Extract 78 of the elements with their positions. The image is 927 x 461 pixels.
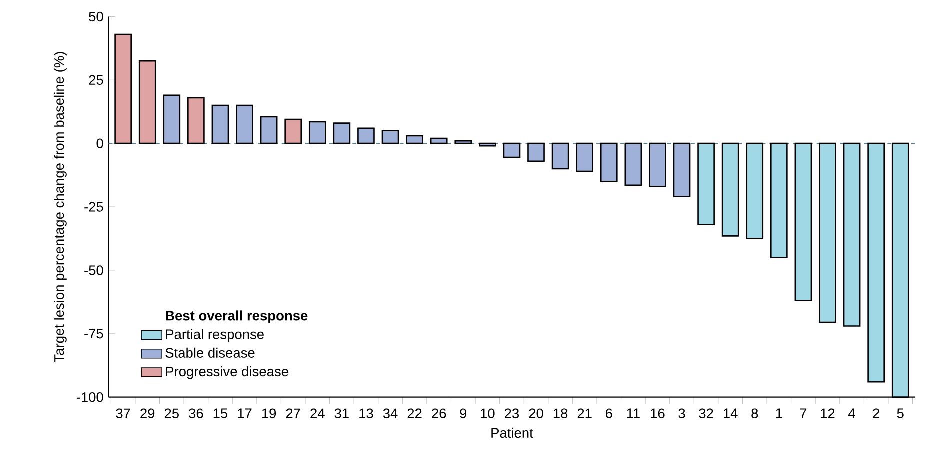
x-tick-label: 5: [897, 408, 904, 418]
x-tick-label: 23: [505, 408, 520, 418]
x-tick-label: 13: [360, 408, 374, 418]
x-tick-label: 37: [116, 408, 130, 418]
x-tick-label: 8: [752, 408, 758, 418]
y-tick-label: 0: [96, 138, 104, 148]
x-tick-label: 6: [606, 408, 612, 418]
y-tick-label: -25: [84, 202, 104, 212]
bar: [868, 142, 885, 383]
bar: [673, 142, 691, 198]
x-tick-label: 15: [214, 408, 228, 418]
y-tick-label: -100: [76, 392, 104, 402]
bar: [794, 142, 812, 302]
legend-label: Stable disease: [166, 348, 255, 358]
bar: [503, 142, 521, 158]
bar: [382, 130, 400, 144]
bar: [454, 140, 472, 144]
x-tick-label: 18: [554, 408, 568, 418]
bar: [236, 104, 254, 144]
x-tick-label: 4: [848, 408, 856, 418]
legend-title: Best overall response: [166, 310, 308, 324]
x-tick-label: 9: [460, 408, 467, 418]
x-tick-label: 17: [238, 408, 252, 418]
y-axis-title: Target lesion percentage change from baseline (%): [54, 52, 67, 362]
x-tick-label: 11: [627, 408, 640, 418]
bar: [308, 121, 326, 144]
bar: [188, 97, 205, 144]
bar: [552, 142, 570, 170]
y-tick-label: 50: [89, 12, 104, 22]
bar: [163, 94, 181, 144]
x-tick-label: 7: [800, 408, 807, 418]
x-tick-label: 3: [678, 408, 686, 418]
x-tick-label: 1: [776, 408, 782, 418]
bar: [406, 135, 424, 144]
x-tick-label: 14: [724, 408, 738, 418]
bar: [722, 142, 740, 237]
x-tick-label: 19: [262, 408, 276, 418]
bar: [843, 142, 861, 327]
bar: [770, 142, 788, 258]
x-tick-label: 16: [651, 408, 665, 418]
bar: [698, 142, 715, 226]
x-tick-label: 12: [821, 408, 835, 418]
x-tick-label: 27: [286, 408, 300, 418]
bar: [624, 142, 642, 186]
bar: [138, 60, 156, 144]
y-tick-label: 25: [89, 75, 104, 85]
bar: [333, 122, 351, 144]
bar: [260, 116, 278, 144]
x-tick-label: 20: [529, 408, 544, 418]
x-tick-label: 32: [699, 408, 714, 418]
x-tick-label: 26: [432, 408, 446, 418]
bar: [358, 128, 375, 144]
legend-label: Progressive disease: [166, 366, 288, 380]
x-tick-label: 29: [140, 408, 155, 418]
bar: [284, 118, 302, 144]
bar: [114, 34, 132, 144]
x-tick-label: 36: [189, 408, 204, 418]
bar: [649, 142, 666, 188]
y-tick-label: -50: [84, 265, 104, 276]
legend-label: Partial response: [166, 329, 264, 342]
bar: [212, 104, 230, 144]
bar: [479, 142, 496, 147]
x-tick-label: 24: [310, 408, 325, 418]
x-tick-label: 22: [408, 408, 422, 418]
x-tick-label: 25: [164, 408, 179, 418]
bar: [430, 138, 448, 144]
x-axis-title: Patient: [492, 428, 534, 438]
bar: [528, 142, 545, 162]
x-tick-label: 21: [578, 408, 592, 418]
x-tick-label: 34: [383, 408, 398, 418]
bar: [819, 142, 836, 323]
x-tick-label: 2: [873, 408, 880, 418]
bar: [600, 142, 618, 182]
bar: [576, 142, 594, 172]
x-tick-label: 10: [481, 408, 495, 418]
bar: [746, 142, 764, 240]
y-tick-label: -75: [84, 328, 104, 339]
x-tick-label: 31: [334, 408, 349, 418]
